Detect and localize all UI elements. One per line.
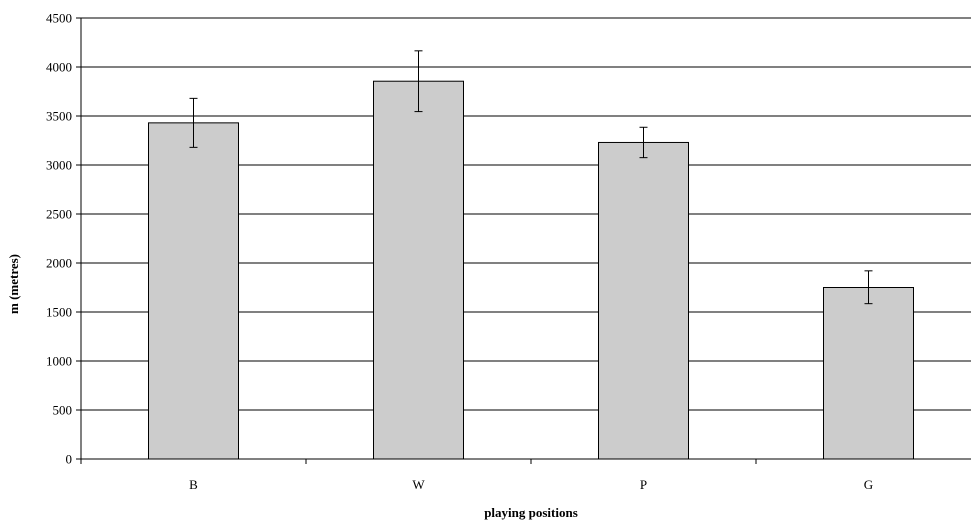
error-bar-P	[639, 126, 648, 159]
axes	[76, 17, 971, 464]
error-bar-W	[414, 50, 423, 113]
y-tick-label: 2000	[46, 256, 72, 271]
x-tick-label-P: P	[640, 477, 647, 492]
error-bars	[189, 50, 873, 305]
bar-B	[148, 122, 239, 460]
error-bar-G	[864, 270, 873, 305]
y-tick-label: 3500	[46, 109, 72, 124]
y-tick-label: 3000	[46, 158, 72, 173]
y-tick-label: 1000	[46, 354, 72, 369]
bar-W	[373, 80, 464, 460]
y-tick-label: 4000	[46, 60, 72, 75]
x-axis-title: playing positions	[484, 505, 578, 520]
y-tick-labels: 0 500 1000 1500 2000 2500 3000 3500 4000 4500	[46, 11, 72, 467]
y-tick-label: 0	[66, 452, 73, 467]
x-tick-label-G: G	[864, 477, 873, 492]
bar-G	[823, 287, 914, 460]
error-bar-B	[189, 97, 198, 148]
y-tick-label: 2500	[46, 207, 72, 222]
y-tick-label: 1500	[46, 305, 72, 320]
y-axis-title: m (metres)	[6, 254, 21, 314]
y-tick-label: 4500	[46, 11, 72, 26]
x-tick-label-B: B	[189, 477, 198, 492]
x-tick-label-W: W	[412, 477, 425, 492]
bars	[148, 80, 914, 460]
y-tick-label: 500	[53, 403, 73, 418]
bar-P	[598, 141, 689, 460]
